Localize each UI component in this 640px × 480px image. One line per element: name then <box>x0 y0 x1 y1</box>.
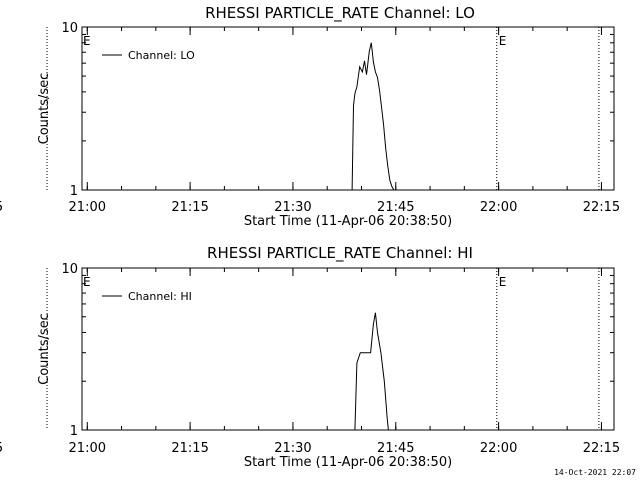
panel-2-title: RHESSI PARTICLE_RATE Channel: HI <box>207 244 473 263</box>
panel-2-series-line <box>354 312 389 431</box>
panel-2-x-tick-label: 21:45 <box>377 441 414 456</box>
panel-1-x-tick-label: 20:45 <box>0 200 3 215</box>
panel-1-x-tick-label: 21:30 <box>274 200 311 215</box>
panel-1-event-marker-label: E <box>83 34 91 48</box>
footer-timestamp: 14-Oct-2021 22:07 <box>554 468 636 477</box>
panel-2-event-marker-label: E <box>499 275 507 289</box>
panel-2-y-tick-label: 1 <box>70 424 78 439</box>
panel-1-plot-frame <box>81 26 615 191</box>
panel-2-x-tick-label: 20:45 <box>0 441 3 456</box>
panel-1-title: RHESSI PARTICLE_RATE Channel: LO <box>205 4 475 23</box>
panel-2-y-tick-label: 10 <box>61 262 78 277</box>
panel-2-x-tick-label: 21:00 <box>69 441 106 456</box>
panel-1-x-axis-label: Start Time (11-Apr-06 20:38:50) <box>244 214 452 229</box>
panel-1-x-tick-label: 21:15 <box>171 200 208 215</box>
panel-2-x-tick-label: 21:30 <box>274 441 311 456</box>
panel-1-y-tick-label: 10 <box>61 21 78 36</box>
panel-1-y-axis-label: Counts/sec <box>37 73 52 145</box>
panel-2-x-tick-label: 22:00 <box>480 441 517 456</box>
panel-1-legend-label: Channel: LO <box>128 49 195 62</box>
panel-1-x-tick-label: 22:00 <box>480 200 517 215</box>
panel-1-series-line <box>351 42 395 191</box>
panel-2-event-marker-label: E <box>83 275 91 289</box>
panel-2-plot-frame <box>81 267 615 431</box>
panel-2-legend-label: Channel: HI <box>128 290 192 303</box>
panel-1-x-tick-label: 21:00 <box>69 200 106 215</box>
panel-1-y-tick-label: 1 <box>70 184 78 199</box>
panel-2-y-axis-label: Counts/sec <box>37 313 52 385</box>
panel-2-x-axis-label: Start Time (11-Apr-06 20:38:50) <box>244 455 452 470</box>
panel-1-x-tick-label: 21:45 <box>377 200 414 215</box>
panel-1-x-tick-label: 22:15 <box>583 200 620 215</box>
panel-1-event-marker-label: E <box>499 34 507 48</box>
panel-2-x-tick-label: 22:15 <box>583 441 620 456</box>
panel-2-x-tick-label: 21:15 <box>171 441 208 456</box>
